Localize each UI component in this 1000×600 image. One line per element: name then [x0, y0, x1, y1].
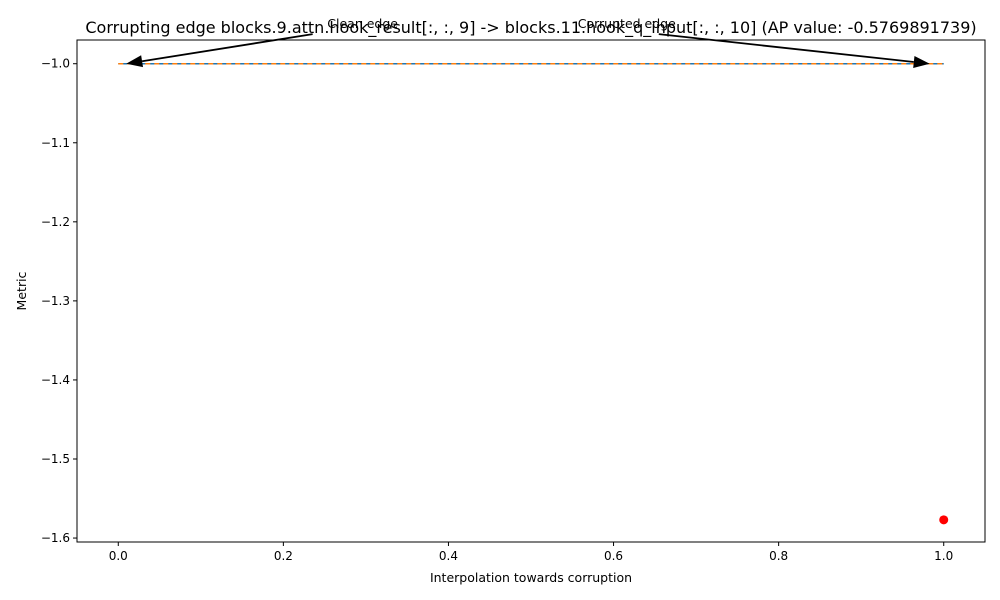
annotation-arrow-head: [913, 56, 930, 68]
data-point: [939, 515, 949, 525]
annotation-arrow-shaft: [658, 33, 914, 63]
y-axis-label: Metric: [14, 271, 29, 310]
y-tick-label: −1.2: [41, 215, 70, 229]
x-tick-label: 0.8: [769, 549, 788, 563]
y-tick-label: −1.4: [41, 373, 70, 387]
x-tick-label: 1.0: [934, 549, 953, 563]
y-tick-label: −1.3: [41, 294, 70, 308]
chart-title: Corrupting edge blocks.9.attn.hook_resul…: [85, 18, 976, 38]
points-layer: [939, 515, 949, 525]
y-tick-label: −1.5: [41, 452, 70, 466]
annotation-arrow-head: [126, 55, 144, 68]
x-axis-ticks: 0.0 0.2 0.4 0.6 0.8 1.0: [109, 542, 953, 563]
y-axis-ticks: −1.0 −1.1 −1.2 −1.3 −1.4 −1.5 −1.6: [41, 57, 77, 545]
annotation-arrow-shaft: [141, 33, 313, 63]
annotation-label: Corrupted edge: [578, 16, 676, 31]
y-tick-label: −1.6: [41, 531, 70, 545]
annotation-label: Clean edge: [327, 16, 398, 31]
y-tick-label: −1.0: [41, 57, 70, 71]
annotations-layer: Clean edge Corrupted edge: [126, 16, 930, 68]
x-tick-label: 0.4: [439, 549, 458, 563]
x-tick-label: 0.2: [274, 549, 293, 563]
x-tick-label: 0.0: [109, 549, 128, 563]
x-tick-label: 0.6: [604, 549, 623, 563]
y-tick-label: −1.1: [41, 136, 70, 150]
plot-area: [76, 39, 986, 543]
x-axis-label: Interpolation towards corruption: [430, 570, 632, 585]
axes-frame: [76, 39, 986, 543]
